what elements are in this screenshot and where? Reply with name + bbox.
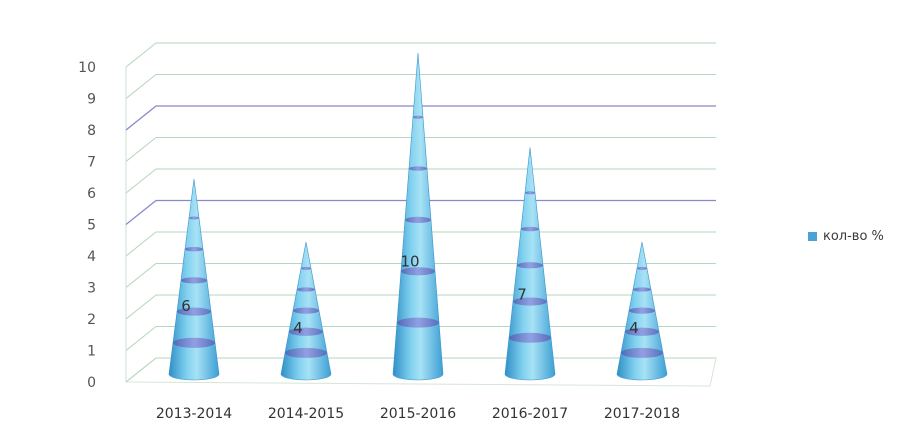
gridline [125, 74, 716, 99]
y-tick-label: 8 [87, 123, 96, 139]
y-tick-label: 4 [87, 249, 96, 265]
x-tick-label: 2016-2017 [492, 406, 568, 422]
y-axis-ticks: 0 1 2 3 4 5 6 7 8 9 10 [78, 60, 96, 391]
data-labels: 6 4 10 7 4 [181, 253, 639, 337]
cone [280, 241, 332, 381]
x-axis-ticks: 2013-2014 2014-2015 2015-2016 2016-2017 2017… [156, 406, 680, 422]
cone [392, 52, 444, 381]
y-tick-label: 9 [87, 92, 96, 108]
cone [504, 147, 556, 381]
y-tick-label: 7 [87, 155, 96, 171]
x-tick-label: 2014-2015 [268, 406, 344, 422]
x-tick-label: 2015-2016 [380, 406, 456, 422]
gridline [125, 42, 716, 68]
x-tick-label: 2017-2018 [604, 406, 680, 422]
y-tick-label: 2 [87, 312, 96, 328]
legend-label: кол-во % [823, 229, 884, 244]
y-tick-label: 3 [87, 281, 96, 297]
data-label: 4 [293, 319, 303, 337]
legend: кол-во % [808, 229, 884, 244]
y-tick-label: 5 [87, 218, 96, 234]
data-label: 10 [400, 253, 419, 271]
y-tick-label: 10 [78, 60, 96, 76]
data-label: 4 [629, 319, 639, 337]
cone [168, 178, 220, 381]
x-tick-label: 2013-2014 [156, 406, 232, 422]
cone [616, 241, 668, 381]
gridline [125, 137, 716, 162]
cones [168, 52, 668, 381]
gridline [125, 105, 716, 131]
y-tick-label: 6 [87, 186, 96, 202]
data-label: 6 [181, 297, 191, 315]
legend-swatch [808, 232, 817, 241]
y-tick-label: 0 [87, 375, 96, 391]
data-label: 7 [517, 286, 527, 304]
gridlines [125, 42, 716, 383]
y-tick-label: 1 [87, 344, 96, 360]
